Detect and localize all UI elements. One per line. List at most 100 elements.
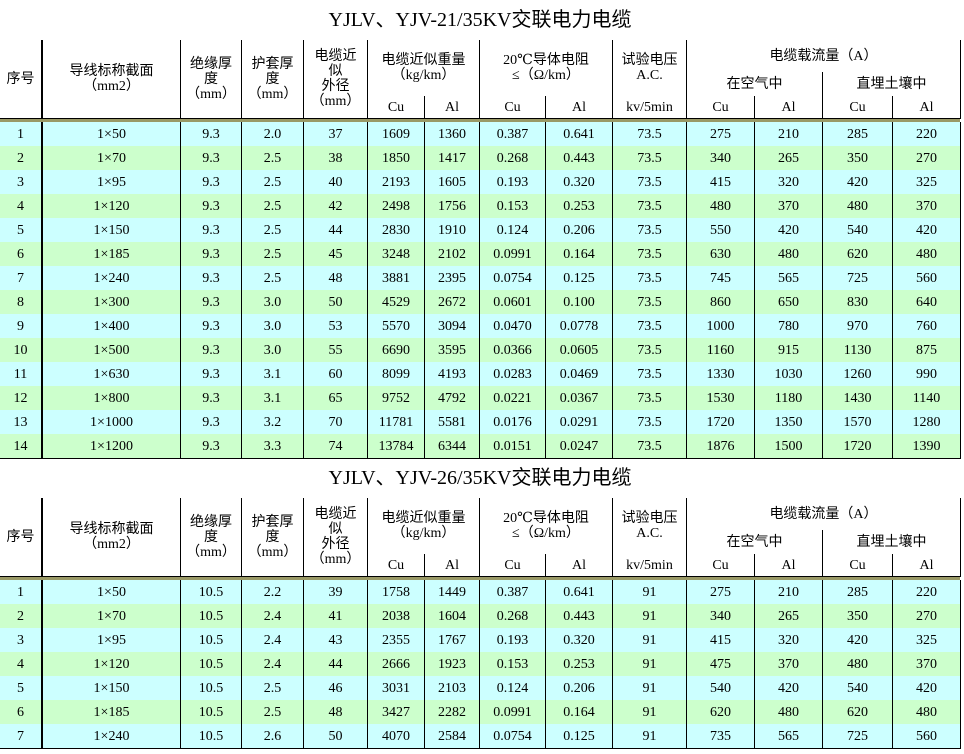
data-cell: 620 (822, 700, 893, 725)
data-cell: 65 (303, 386, 368, 411)
data-cell: 990 (892, 362, 961, 387)
data-cell: 2.0 (241, 122, 304, 147)
data-cell: 420 (754, 676, 823, 701)
data-cell: 860 (686, 290, 755, 315)
data-cell: 6690 (367, 338, 425, 363)
header-cell: 绝缘厚 度 （mm） (180, 40, 242, 119)
data-cell: 480 (686, 194, 755, 219)
data-cell: 46 (303, 676, 368, 701)
data-cell: 9752 (367, 386, 425, 411)
header-cell: 电缆载流量（A） (686, 498, 961, 531)
data-cell: 6 (0, 242, 42, 267)
data-cell: 1×95 (42, 170, 181, 195)
data-cell: 73.5 (612, 146, 687, 171)
data-cell: 1923 (424, 652, 480, 677)
data-cell: 2.5 (241, 676, 304, 701)
data-cell: 1500 (754, 434, 823, 459)
data-cell: 370 (892, 652, 961, 677)
header-cell: 护套厚 度 （mm） (241, 40, 304, 119)
data-cell: 91 (612, 700, 687, 725)
data-cell: 10.5 (180, 580, 242, 605)
data-cell: 480 (892, 242, 961, 267)
data-cell: 2395 (424, 266, 480, 291)
data-cell: 0.0176 (479, 410, 546, 435)
data-cell: 1260 (822, 362, 893, 387)
data-cell: 1×50 (42, 580, 181, 605)
data-cell: 9.3 (180, 434, 242, 459)
data-cell: 91 (612, 628, 687, 653)
data-cell: 0.268 (479, 604, 546, 629)
header-cell: 电缆近 似 外径 （mm） (303, 40, 368, 119)
header-sub-cell: Cu (822, 96, 893, 119)
data-cell: 420 (892, 218, 961, 243)
data-cell: 415 (686, 170, 755, 195)
data-cell: 1×240 (42, 724, 181, 749)
data-cell: 0.0291 (545, 410, 613, 435)
data-cell: 210 (754, 580, 823, 605)
data-cell: 475 (686, 652, 755, 677)
data-cell: 420 (754, 218, 823, 243)
data-cell: 565 (754, 266, 823, 291)
data-cell: 73.5 (612, 338, 687, 363)
data-cell: 0.0778 (545, 314, 613, 339)
data-cell: 265 (754, 146, 823, 171)
data-cell: 420 (822, 170, 893, 195)
data-cell: 0.153 (479, 652, 546, 677)
data-cell: 735 (686, 724, 755, 749)
data-cell: 1280 (892, 410, 961, 435)
data-cell: 0.164 (545, 242, 613, 267)
data-cell: 285 (822, 580, 893, 605)
data-cell: 650 (754, 290, 823, 315)
data-cell: 2830 (367, 218, 425, 243)
data-cell: 3595 (424, 338, 480, 363)
data-cell: 2.5 (241, 146, 304, 171)
header-cell: 在空气中 (686, 72, 823, 97)
data-cell: 4 (0, 194, 42, 219)
data-cell: 39 (303, 580, 368, 605)
data-cell: 420 (892, 676, 961, 701)
data-cell: 0.443 (545, 604, 613, 629)
data-cell: 10.5 (180, 652, 242, 677)
data-cell: 0.387 (479, 122, 546, 147)
header-cell: 20℃导体电阻 ≤（Ω/km） (479, 40, 613, 97)
data-cell: 480 (892, 700, 961, 725)
data-cell: 0.0247 (545, 434, 613, 459)
data-cell: 0.206 (545, 218, 613, 243)
data-cell: 340 (686, 604, 755, 629)
header-sub-cell: Cu (367, 554, 425, 577)
data-cell: 3094 (424, 314, 480, 339)
data-cell: 0.0754 (479, 724, 546, 749)
data-cell: 1×185 (42, 242, 181, 267)
header-cell: 电缆近 似 外径 （mm） (303, 498, 368, 577)
data-cell: 560 (892, 266, 961, 291)
data-cell: 370 (892, 194, 961, 219)
data-cell: 0.387 (479, 580, 546, 605)
data-cell: 43 (303, 628, 368, 653)
data-cell: 2.5 (241, 700, 304, 725)
data-cell: 2.5 (241, 218, 304, 243)
header-sub-cell: Al (892, 96, 961, 119)
data-cell: 1×1000 (42, 410, 181, 435)
data-cell: 6344 (424, 434, 480, 459)
data-cell: 0.206 (545, 676, 613, 701)
data-cell: 91 (612, 580, 687, 605)
data-cell: 7 (0, 724, 42, 749)
header-sub-cell: Al (545, 96, 613, 119)
data-cell: 3.1 (241, 386, 304, 411)
data-cell: 9.3 (180, 170, 242, 195)
data-cell: 270 (892, 604, 961, 629)
data-cell: 3.3 (241, 434, 304, 459)
data-cell: 9.3 (180, 146, 242, 171)
data-cell: 7 (0, 266, 42, 291)
header-sub-cell: Cu (686, 96, 755, 119)
header-cell: 电缆载流量（A） (686, 40, 961, 73)
data-cell: 70 (303, 410, 368, 435)
data-cell: 1910 (424, 218, 480, 243)
data-cell: 1×185 (42, 700, 181, 725)
data-cell: 13 (0, 410, 42, 435)
data-cell: 45 (303, 242, 368, 267)
header-sub-cell: Al (424, 554, 480, 577)
data-cell: 42 (303, 194, 368, 219)
data-cell: 73.5 (612, 170, 687, 195)
data-cell: 0.0605 (545, 338, 613, 363)
